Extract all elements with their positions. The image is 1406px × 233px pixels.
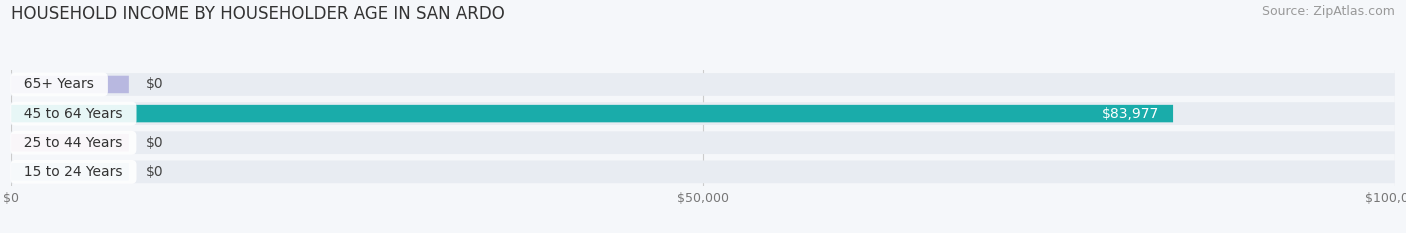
FancyBboxPatch shape [11, 76, 129, 93]
Text: 15 to 24 Years: 15 to 24 Years [15, 165, 132, 179]
FancyBboxPatch shape [11, 131, 1395, 154]
Text: HOUSEHOLD INCOME BY HOUSEHOLDER AGE IN SAN ARDO: HOUSEHOLD INCOME BY HOUSEHOLDER AGE IN S… [11, 5, 505, 23]
Text: $0: $0 [145, 77, 163, 92]
Text: $0: $0 [145, 165, 163, 179]
FancyBboxPatch shape [11, 161, 1395, 183]
Text: $83,977: $83,977 [1102, 106, 1159, 121]
FancyBboxPatch shape [11, 105, 1173, 122]
Text: Source: ZipAtlas.com: Source: ZipAtlas.com [1261, 5, 1395, 18]
Text: 65+ Years: 65+ Years [15, 77, 103, 92]
Text: $0: $0 [145, 136, 163, 150]
FancyBboxPatch shape [11, 134, 129, 151]
Text: 45 to 64 Years: 45 to 64 Years [15, 106, 132, 121]
Text: 25 to 44 Years: 25 to 44 Years [15, 136, 132, 150]
FancyBboxPatch shape [11, 163, 129, 181]
FancyBboxPatch shape [11, 73, 1395, 96]
FancyBboxPatch shape [11, 102, 1395, 125]
